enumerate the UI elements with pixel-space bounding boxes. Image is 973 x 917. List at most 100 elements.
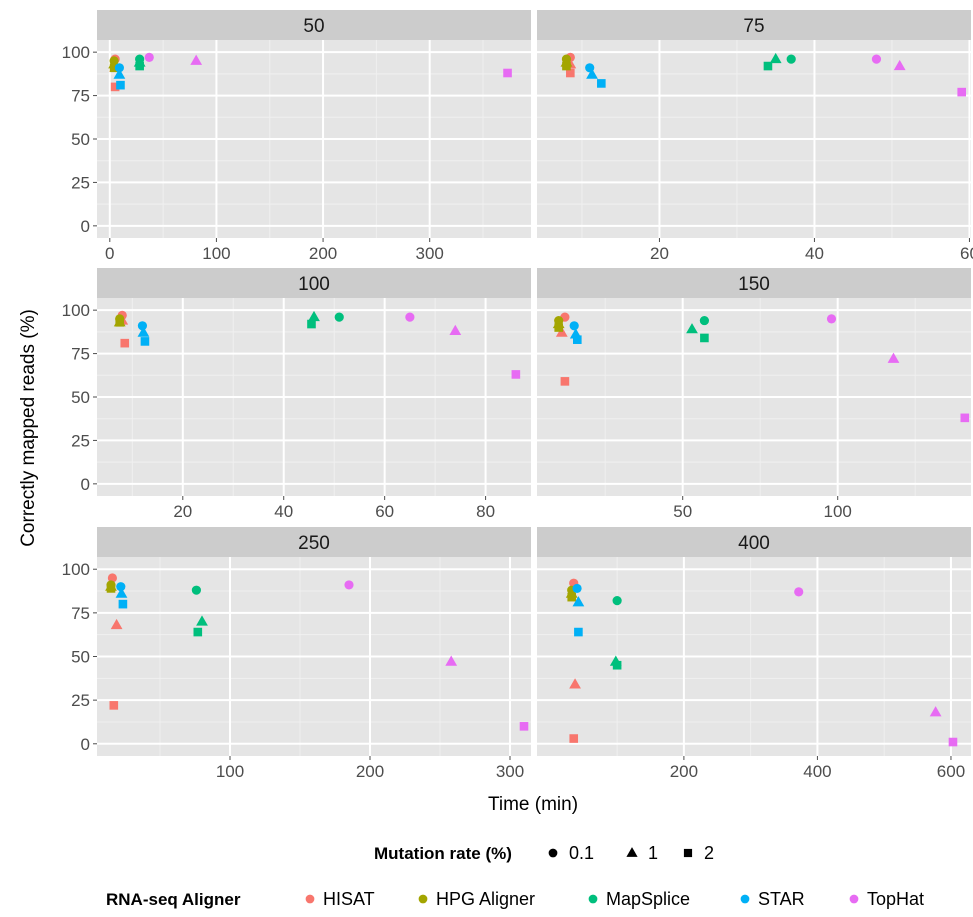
facet-strip-label: 100 (298, 274, 330, 295)
y-tick-label: 50 (71, 648, 90, 667)
point-tophat-circle (344, 580, 353, 589)
y-tick-label: 50 (71, 388, 90, 407)
x-tick-label: 20 (650, 244, 669, 263)
legend-key-mapsplice (589, 895, 598, 904)
x-tick-label: 300 (496, 762, 524, 781)
point-mapsplice-circle (700, 316, 709, 325)
point-mapsplice-circle (613, 596, 622, 605)
y-tick-label: 25 (71, 691, 90, 710)
point-hpg-aligner-square (554, 323, 563, 332)
point-star-circle (572, 584, 581, 593)
legend-key-tophat (850, 895, 859, 904)
y-tick-label: 50 (71, 130, 90, 149)
point-tophat-circle (827, 314, 836, 323)
facet-panel-250: 250 0 25 50 75 100 100 200 300 (62, 527, 531, 781)
y-tick-label: 75 (71, 345, 90, 364)
x-tick-label: 50 (673, 502, 692, 521)
point-tophat-square (949, 738, 958, 747)
shape-legend-entries: 0.1 1 2 (549, 843, 714, 863)
point-tophat-circle (872, 55, 881, 64)
point-tophat-square (503, 69, 512, 78)
legend-key-triangle (626, 847, 637, 857)
point-star-square (597, 79, 606, 88)
point-hisat-square (110, 701, 119, 710)
point-tophat-square (520, 722, 529, 731)
point-tophat-circle (794, 587, 803, 596)
y-tick-label: 100 (62, 301, 90, 320)
point-tophat-circle (405, 313, 414, 322)
facet-panel-400: 400 200 400 600 (537, 527, 971, 781)
color-legend-label: HPG Aligner (436, 889, 535, 909)
y-axis-title: Correctly mapped reads (%) (18, 309, 39, 547)
legend-key-star (741, 895, 750, 904)
facet-strip-label: 50 (303, 16, 324, 37)
shape-legend-label: 2 (704, 843, 714, 863)
point-mapsplice-square (613, 661, 622, 670)
x-tick-label: 60 (375, 502, 394, 521)
facet-panel-75: 75 20 40 60 (537, 10, 973, 263)
facet-strip-label: 400 (738, 533, 770, 554)
x-tick-label: 200 (356, 762, 384, 781)
y-tick-label: 100 (62, 43, 90, 62)
x-tick-label: 100 (824, 502, 852, 521)
shape-legend-label: 0.1 (569, 843, 594, 863)
facet-strip-label: 150 (738, 274, 770, 295)
point-hisat-square (120, 339, 129, 348)
x-tick-label: 80 (476, 502, 495, 521)
color-legend-title: RNA-seq Aligner (106, 890, 241, 909)
point-star-square (119, 600, 128, 609)
point-star-circle (570, 321, 579, 330)
point-hisat-square (561, 377, 570, 386)
x-tick-label: 600 (937, 762, 965, 781)
point-star-square (141, 337, 150, 346)
y-tick-label: 100 (62, 560, 90, 579)
x-tick-label: 60 (960, 244, 973, 263)
point-tophat-square (957, 88, 966, 97)
facet-strip-label: 250 (298, 533, 330, 554)
y-tick-label: 75 (71, 604, 90, 623)
point-mapsplice-square (307, 320, 316, 329)
color-legend-label: TopHat (867, 889, 924, 909)
y-tick-label: 0 (81, 475, 90, 494)
facet-panel-150: 150 50 100 (537, 268, 971, 521)
legend-key-circle (549, 849, 558, 858)
point-hisat-square (569, 734, 578, 743)
color-legend-label: STAR (758, 889, 805, 909)
point-hpg-aligner-square (567, 593, 576, 602)
color-legend-label: HISAT (323, 889, 375, 909)
facet-panel-100: 100025507510020 40 60 80 (62, 268, 531, 521)
point-hpg-aligner-square (562, 62, 571, 71)
point-mapsplice-circle (192, 586, 201, 595)
point-tophat-circle (145, 53, 154, 62)
shape-legend-title: Mutation rate (%) (374, 844, 512, 863)
point-star-square (574, 628, 583, 637)
point-star-square (116, 81, 125, 90)
x-tick-label: 100 (216, 762, 244, 781)
x-tick-label: 400 (803, 762, 831, 781)
y-tick-label: 75 (71, 87, 90, 106)
x-tick-label: 40 (805, 244, 824, 263)
point-mapsplice-circle (335, 313, 344, 322)
point-hpg-aligner-square (107, 584, 116, 593)
legend-key-square (684, 849, 692, 857)
y-tick-label: 0 (81, 217, 90, 236)
x-tick-label: 100 (202, 244, 230, 263)
point-tophat-square (961, 414, 970, 423)
legend-key-hpg-aligner (419, 895, 428, 904)
y-tick-label: 0 (81, 735, 90, 754)
point-star-square (573, 335, 582, 344)
point-mapsplice-square (135, 62, 144, 71)
color-legend-label: MapSplice (606, 889, 690, 909)
y-tick-label: 25 (71, 431, 90, 450)
point-tophat-square (512, 370, 521, 379)
legend-key-hisat (306, 895, 315, 904)
point-mapsplice-circle (787, 55, 796, 64)
x-tick-label: 200 (670, 762, 698, 781)
x-axis-title: Time (min) (488, 794, 578, 815)
y-tick-label: 25 (71, 173, 90, 192)
point-mapsplice-square (764, 62, 773, 71)
x-tick-label: 200 (309, 244, 337, 263)
x-tick-label: 20 (173, 502, 192, 521)
